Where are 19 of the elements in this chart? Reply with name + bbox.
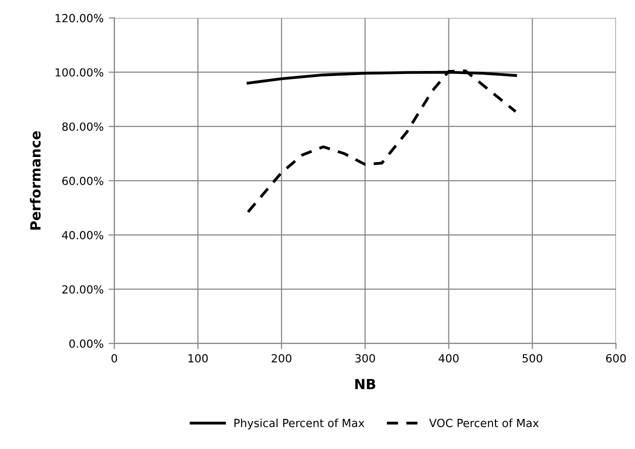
x-axis-title: NB bbox=[355, 378, 376, 390]
x-tick-label: 100 bbox=[188, 354, 208, 362]
line-series bbox=[246, 69, 518, 214]
x-tick-label: 600 bbox=[606, 354, 626, 362]
y-tick-label: 60.00% bbox=[62, 176, 104, 186]
y-tick-label: 80.00% bbox=[62, 122, 104, 131]
x-tick-label: 400 bbox=[438, 354, 459, 362]
y-tick-label: 20.00% bbox=[62, 285, 104, 294]
y-tick-label: 120.00% bbox=[56, 14, 104, 22]
x-tick-label: 500 bbox=[522, 354, 542, 362]
y-tick-label: 40.00% bbox=[62, 230, 104, 240]
y-tick-label: 100.00% bbox=[56, 68, 104, 77]
legend-label: VOC Percent of Max bbox=[429, 418, 539, 428]
y-tick-label: 0.00% bbox=[69, 339, 104, 348]
x-tick-label: 200 bbox=[272, 354, 292, 362]
y-axis-title: Performance bbox=[30, 131, 41, 230]
x-tick-label: 300 bbox=[355, 354, 375, 362]
x-tick-label: 0 bbox=[112, 354, 118, 362]
legend-label: Physical Percent of Max bbox=[234, 418, 364, 430]
